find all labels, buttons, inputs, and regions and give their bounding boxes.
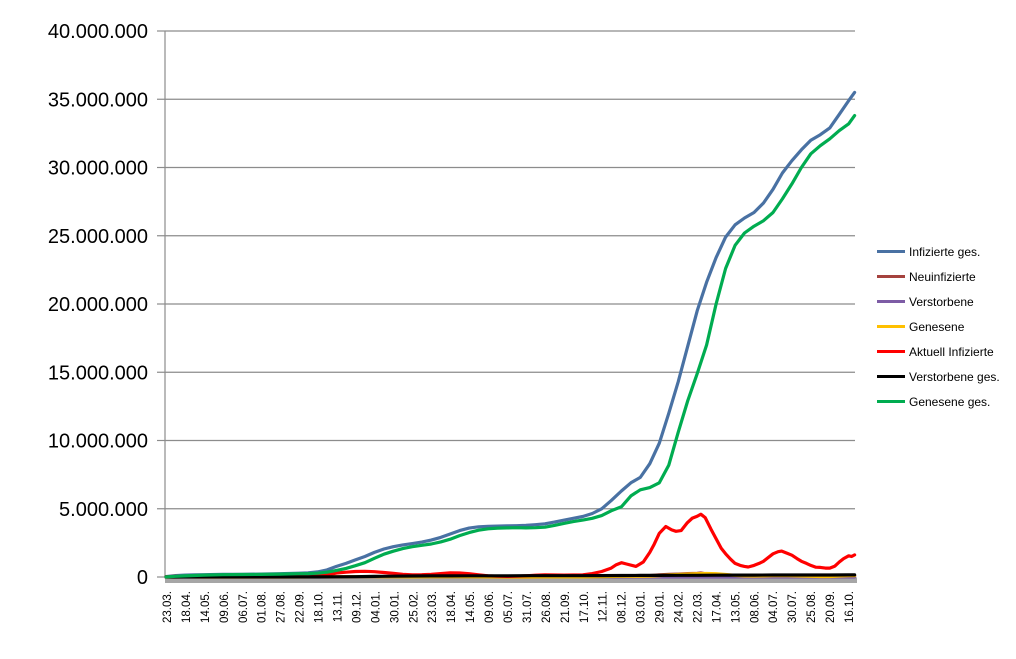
y-axis-label: 20.000.000 <box>48 294 148 316</box>
series-line-infizierte-ges <box>164 90 857 579</box>
x-axis-label: 14.05. <box>200 591 212 623</box>
x-axis-label: 18.04. <box>446 591 458 623</box>
x-axis-label: 04.07. <box>768 591 780 623</box>
x-axis-label: 18.10. <box>314 591 326 623</box>
x-axis-line <box>165 577 857 583</box>
legend-label: Infizierte ges. <box>909 244 981 259</box>
legend-item-neuinfizierte: Neuinfizierte <box>877 264 1016 289</box>
legend-swatch-aktuell-infizierte <box>877 350 905 353</box>
series-line-verstorbene-ges <box>164 573 857 579</box>
x-axis-label: 25.02. <box>408 591 420 623</box>
legend-swatch-verstorbene <box>877 300 905 303</box>
y-axis-label: 35.000.000 <box>48 89 148 111</box>
x-axis-label: 03.01. <box>636 591 648 623</box>
series-line-aktuell-infizierte <box>164 512 857 579</box>
legend-item-infizierte-ges: Infizierte ges. <box>877 239 1016 264</box>
y-axis-label: 10.000.000 <box>48 431 148 453</box>
legend-item-genesene-ges: Genesene ges. <box>877 389 1016 414</box>
legend-item-verstorbene-ges: Verstorbene ges. <box>877 364 1016 389</box>
x-axis-label: 18.04. <box>181 591 193 623</box>
x-axis-label: 16.10. <box>844 591 856 623</box>
y-axis-label: 30.000.000 <box>48 158 148 180</box>
x-axis-label: 08.06. <box>749 591 761 623</box>
legend-label: Verstorbene ges. <box>909 369 1000 384</box>
legend-swatch-neuinfizierte <box>877 275 905 278</box>
series-line-genesene-ges <box>164 113 857 579</box>
x-axis-label: 23.03. <box>162 591 174 623</box>
legend-item-verstorbene: Verstorbene <box>877 289 1016 314</box>
legend-label: Aktuell Infizierte <box>909 344 994 359</box>
x-axis-label: 22.09. <box>295 591 307 623</box>
legend-label: Neuinfizierte <box>909 269 976 284</box>
x-axis-label: 13.05. <box>730 591 742 623</box>
legend-swatch-genesene-ges <box>877 400 905 403</box>
x-axis-label: 09.12. <box>351 591 363 623</box>
x-axis-label: 27.08. <box>276 591 288 623</box>
legend-label: Verstorbene <box>909 294 974 309</box>
x-axis-label: 17.04. <box>711 591 723 623</box>
x-axis-label: 30.01. <box>389 591 401 623</box>
x-axis-label: 12.11. <box>598 591 610 622</box>
y-axis-label: 15.000.000 <box>48 362 148 384</box>
x-axis-label: 17.10. <box>579 591 591 623</box>
y-axis-label: 0 <box>137 567 148 589</box>
x-axis-label: 04.01. <box>370 591 382 623</box>
x-axis-label: 23.03. <box>427 591 439 623</box>
legend-swatch-verstorbene-ges <box>877 375 905 378</box>
x-axis-label: 06.07. <box>238 591 250 623</box>
x-axis-label: 08.12. <box>617 591 629 623</box>
legend-item-genesene: Genesene <box>877 314 1016 339</box>
x-axis-label: 29.01. <box>655 591 667 623</box>
y-axis-label: 40.000.000 <box>48 21 148 43</box>
x-axis-label: 01.08. <box>257 591 269 623</box>
legend-label: Genesene <box>909 319 965 334</box>
x-axis-label: 26.08. <box>541 591 553 623</box>
x-axis-label: 21.09. <box>560 591 572 623</box>
x-axis-label: 24.02. <box>674 591 686 623</box>
legend: Infizierte ges. Neuinfizierte Verstorbene G… <box>877 239 1016 414</box>
y-axis-label: 5.000.000 <box>59 499 148 521</box>
legend-label: Genesene ges. <box>909 394 991 409</box>
x-axis-label: 13.11. <box>333 591 345 622</box>
x-axis-label: 05.07. <box>503 591 515 623</box>
x-axis-label: 09.06. <box>219 591 231 623</box>
x-axis-label: 22.03. <box>692 591 704 623</box>
x-axis-label: 25.08. <box>806 591 818 623</box>
x-axis-label: 30.07. <box>787 591 799 623</box>
x-axis-label: 14.05. <box>465 591 477 623</box>
x-axis-label: 20.09. <box>825 591 837 623</box>
legend-item-aktuell-infizierte: Aktuell Infizierte <box>877 339 1016 364</box>
legend-swatch-infizierte-ges <box>877 250 905 253</box>
legend-swatch-genesene <box>877 325 905 328</box>
y-axis-label: 25.000.000 <box>48 226 148 248</box>
x-axis-label: 31.07. <box>522 591 534 623</box>
x-axis-label: 09.06. <box>484 591 496 623</box>
